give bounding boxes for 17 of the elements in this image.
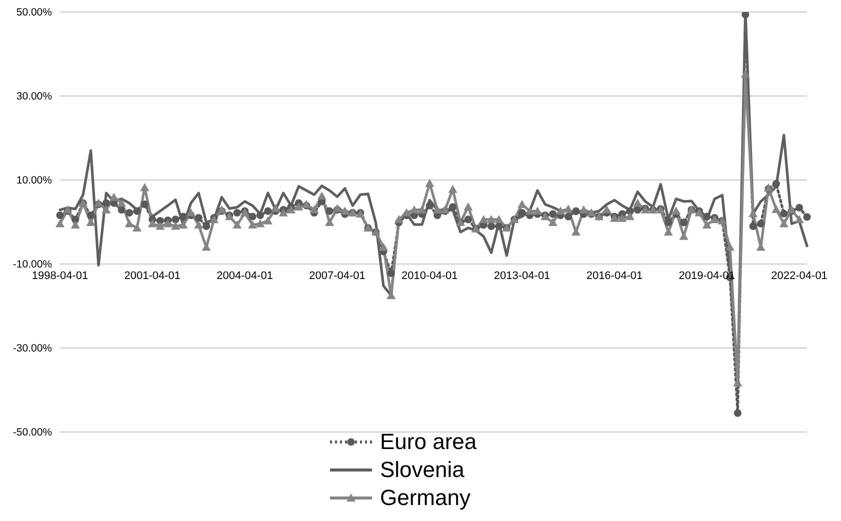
x-tick-label: 2004-04-01	[216, 270, 273, 282]
legend-label: Euro area	[380, 429, 477, 455]
y-tick-label: -30.00%	[12, 342, 52, 355]
y-tick-label: 10.00%	[16, 174, 52, 187]
x-tick-label: 2016-04-01	[586, 270, 643, 282]
y-tick-label: 50.00%	[16, 6, 52, 19]
x-tick-label: 2010-04-01	[402, 270, 458, 282]
legend-label: Slovenia	[380, 457, 464, 483]
x-tick-label: 1998-04-01	[32, 270, 88, 282]
y-tick-label: -50.00%	[12, 426, 52, 439]
y-tick-label: 30.00%	[16, 90, 52, 103]
x-tick-label: 2013-04-01	[494, 270, 550, 282]
x-tick-label: 2007-04-01	[309, 270, 366, 282]
x-tick-label: 2022-04-01	[771, 270, 828, 282]
y-tick-label: -10.00%	[12, 258, 52, 271]
legend-label: Germany	[380, 485, 470, 511]
x-tick-label: 2001-04-01	[124, 270, 181, 282]
